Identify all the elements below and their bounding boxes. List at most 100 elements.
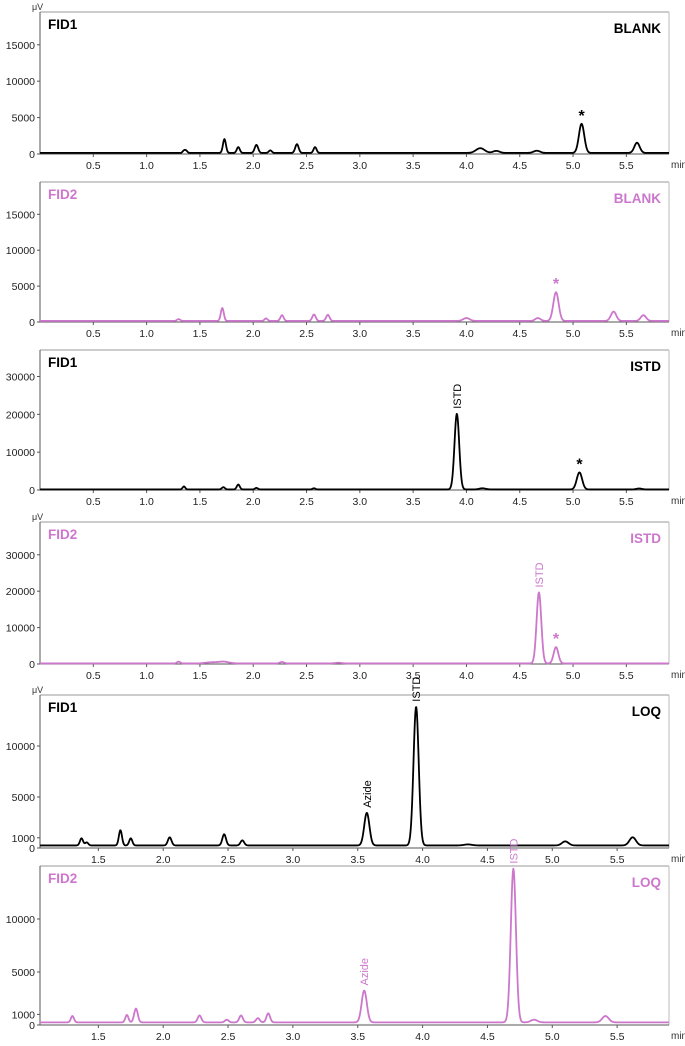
peak-point bbox=[564, 840, 566, 842]
peak-point bbox=[240, 1014, 242, 1017]
x-tick-label: 4.0 bbox=[459, 328, 474, 340]
y-tick-label: 0 bbox=[29, 317, 35, 329]
peak-point bbox=[337, 662, 340, 664]
x-tick-label: 2.5 bbox=[299, 670, 314, 682]
peak-point bbox=[533, 1019, 535, 1021]
y-unit-label: μV bbox=[32, 512, 43, 522]
y-tick-label: 30000 bbox=[6, 371, 35, 383]
peak-point bbox=[255, 144, 258, 146]
x-unit-label: min bbox=[671, 160, 685, 171]
peak-point bbox=[555, 646, 557, 648]
x-tick-label: 5.0 bbox=[566, 496, 581, 508]
x-tick-label: 3.0 bbox=[286, 854, 301, 866]
x-tick-label: 2.0 bbox=[246, 328, 261, 340]
peak-point bbox=[222, 486, 224, 488]
peak-point bbox=[169, 836, 171, 838]
peak-asterisk: * bbox=[578, 108, 585, 125]
x-tick-label: 3.5 bbox=[406, 328, 421, 340]
y-tick-label: 5000 bbox=[12, 281, 36, 293]
peak-point bbox=[223, 833, 225, 835]
x-tick-label: 2.5 bbox=[299, 160, 314, 172]
x-tick-label: 5.5 bbox=[610, 1031, 625, 1043]
detector-label: FID2 bbox=[48, 871, 77, 886]
y-tick-label: 1000 bbox=[12, 1009, 36, 1021]
peak-point bbox=[183, 485, 185, 488]
x-tick-label: 3.0 bbox=[353, 670, 368, 682]
y-tick-label: 20000 bbox=[6, 586, 35, 598]
peak-point bbox=[183, 149, 185, 151]
x-tick-label: 1.5 bbox=[193, 160, 208, 172]
y-tick-label: 5000 bbox=[12, 113, 36, 125]
peak-point bbox=[555, 291, 557, 293]
peak-point bbox=[314, 146, 316, 148]
peak-point bbox=[604, 1015, 607, 1017]
peak-point bbox=[366, 812, 368, 814]
panel-3: min 0 10000 20000 30000 0.5 1.0 1.5 2.0 2.5 3.0 3.5… bbox=[6, 349, 685, 508]
peak-point bbox=[135, 1007, 137, 1010]
peak-point bbox=[636, 142, 638, 144]
y-tick-label: 5000 bbox=[12, 792, 36, 804]
x-tick-label: 2.0 bbox=[246, 670, 261, 682]
peak-annotation: ISTD bbox=[508, 838, 520, 863]
y-unit-label: μV bbox=[32, 685, 43, 695]
x-tick-label: 3.0 bbox=[353, 328, 368, 340]
y-tick-label: 0 bbox=[29, 485, 35, 497]
chromatogram-trace bbox=[39, 412, 670, 491]
peak-point bbox=[467, 843, 469, 846]
y-tick-label: 30000 bbox=[6, 550, 35, 562]
peak-annotation: ISTD bbox=[534, 562, 546, 587]
x-tick-label: 4.5 bbox=[512, 670, 527, 682]
peak-point bbox=[226, 1019, 228, 1021]
x-tick-label: 4.5 bbox=[480, 1031, 495, 1043]
chromatogram-trace bbox=[39, 591, 670, 665]
peak-point bbox=[313, 313, 315, 316]
y-tick-label: 10000 bbox=[6, 245, 35, 257]
x-tick-label: 4.0 bbox=[459, 496, 474, 508]
detector-label: FID2 bbox=[48, 187, 77, 202]
x-tick-label: 1.0 bbox=[139, 496, 154, 508]
peak-point bbox=[177, 318, 180, 320]
x-tick-label: 2.0 bbox=[156, 854, 171, 866]
x-tick-label: 2.0 bbox=[246, 496, 261, 508]
x-tick-label: 2.5 bbox=[221, 1031, 236, 1043]
x-tick-label: 5.0 bbox=[545, 854, 560, 866]
detector-label: FID2 bbox=[48, 527, 77, 542]
peak-point bbox=[456, 413, 458, 415]
x-tick-label: 4.5 bbox=[480, 854, 495, 866]
peak-point bbox=[632, 836, 634, 838]
x-tick-label: 4.5 bbox=[512, 328, 527, 340]
peak-annotation: Azide bbox=[362, 780, 374, 808]
peak-point bbox=[86, 841, 88, 843]
x-tick-label: 0.5 bbox=[86, 496, 101, 508]
x-tick-label: 2.0 bbox=[246, 160, 261, 172]
peak-point bbox=[130, 837, 132, 839]
peak-point bbox=[177, 661, 180, 663]
y-tick-label: 0 bbox=[29, 659, 35, 671]
x-tick-label: 3.5 bbox=[406, 496, 421, 508]
x-tick-label: 4.0 bbox=[415, 1031, 430, 1043]
peak-point bbox=[481, 487, 484, 489]
peak-point bbox=[465, 317, 468, 319]
y-tick-label: 10000 bbox=[6, 623, 35, 635]
x-tick-label: 3.5 bbox=[350, 1031, 365, 1043]
peak-point bbox=[269, 149, 271, 151]
x-tick-label: 5.0 bbox=[566, 160, 581, 172]
peak-point bbox=[185, 149, 187, 151]
peak-point bbox=[479, 147, 481, 149]
peak-point bbox=[267, 1012, 269, 1014]
peak-asterisk: * bbox=[553, 631, 560, 648]
peak-point bbox=[119, 829, 122, 831]
x-tick-label: 1.0 bbox=[139, 670, 154, 682]
x-tick-label: 3.5 bbox=[406, 670, 421, 682]
peak-point bbox=[237, 146, 239, 148]
peak-point bbox=[80, 837, 83, 839]
y-tick-label: 10000 bbox=[6, 447, 35, 459]
peak-point bbox=[642, 314, 645, 316]
peak-point bbox=[580, 123, 583, 125]
peak-asterisk: * bbox=[553, 276, 560, 293]
sample-label: ISTD bbox=[630, 531, 661, 546]
peak-point bbox=[223, 138, 226, 140]
peak-point bbox=[363, 989, 365, 992]
chromatogram-trace bbox=[39, 122, 670, 154]
x-tick-label: 1.5 bbox=[91, 1031, 106, 1043]
